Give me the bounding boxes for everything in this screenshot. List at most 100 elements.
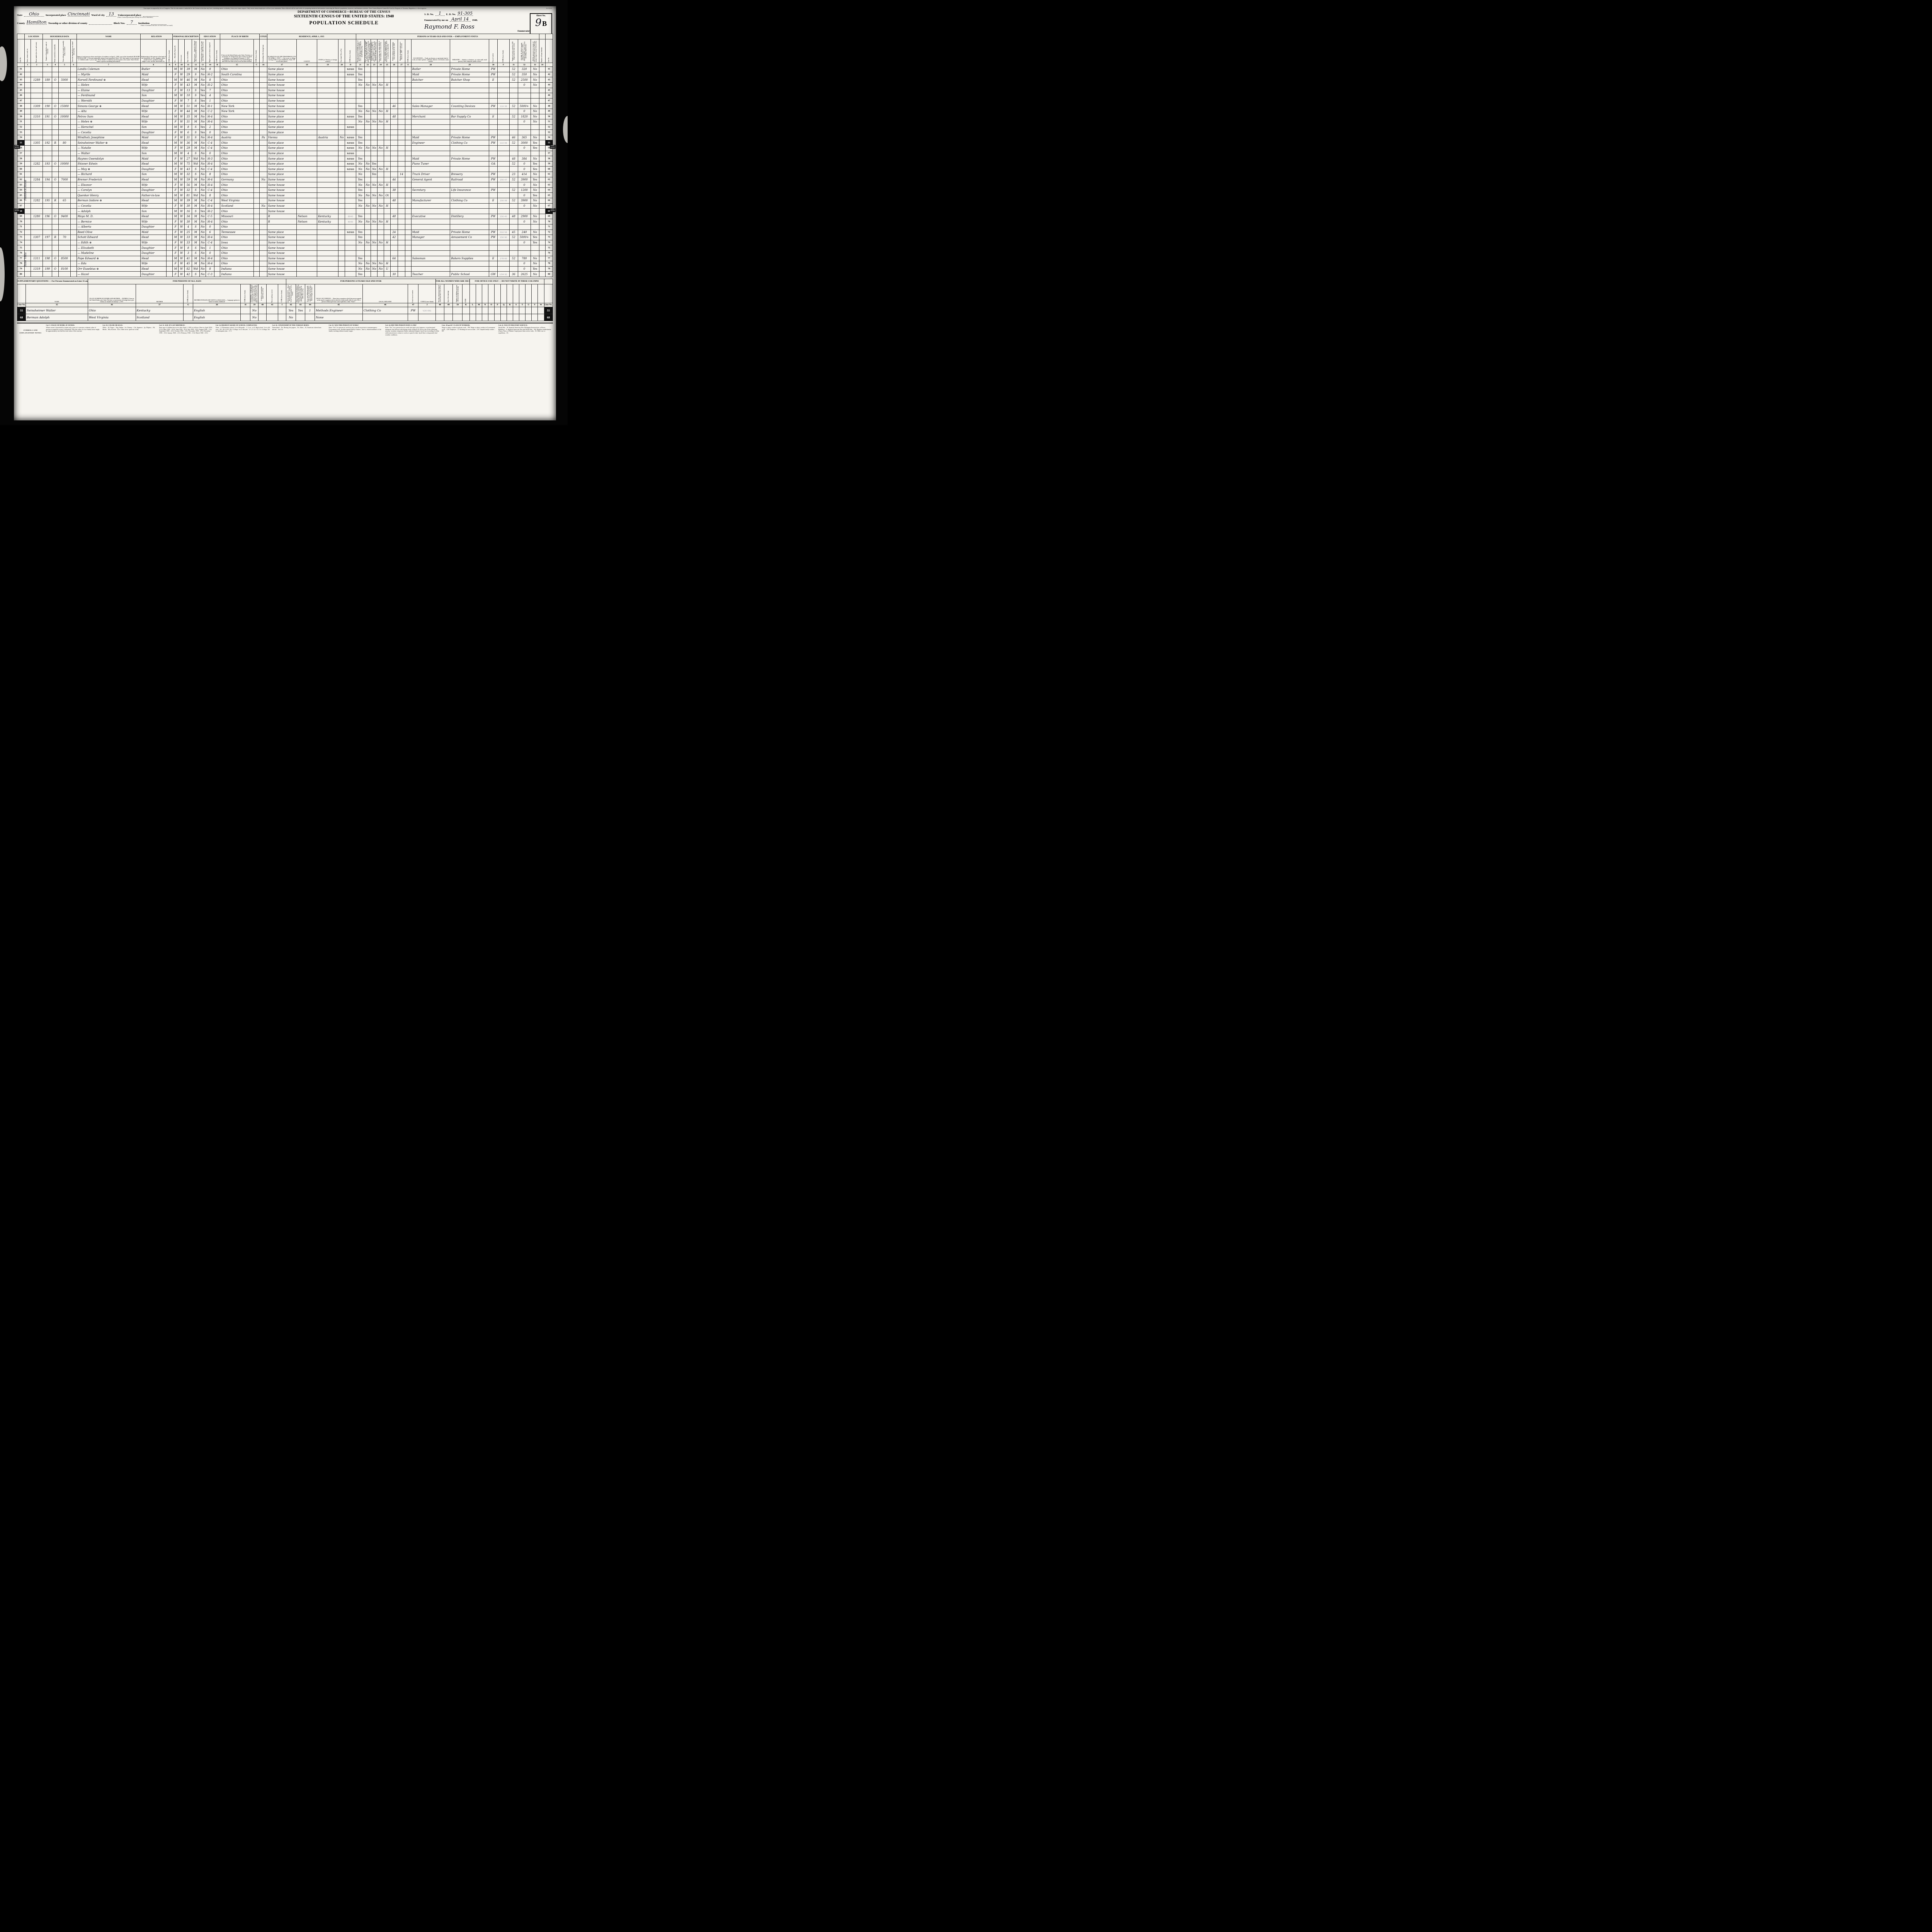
cell-in [450,245,490,251]
cell-w4: No [377,166,384,172]
cell-w2 [364,172,371,177]
cell-du [397,177,406,183]
cell-ag: 27 [184,156,192,162]
cell-vl: 7000 [58,177,71,183]
cell-v41 [266,313,278,321]
cell-st [24,219,31,224]
cell-o45: Methods Engineer [315,306,363,314]
cell-cc [253,103,260,109]
column-header-s44: If so, were deductions made from (1) all… [305,284,315,303]
cell-or: R [51,140,59,146]
cell-w3: No [371,266,378,272]
cell-vl [58,150,71,156]
cell-w5 [383,156,391,162]
cell-oV [531,306,538,314]
cell-ce [405,182,412,188]
cell-sc: No [199,150,206,156]
cell-w4 [377,172,384,177]
xoxo-stamp: XOXO [347,147,354,150]
cell-in [450,182,490,188]
cell-w5 [383,245,391,251]
cell-w3: No [371,192,378,199]
cell-mr: S [192,71,200,78]
cell-s42: No [286,313,296,321]
cell-m37: Scotland [135,313,184,321]
cell-lnr: 62 [545,177,553,183]
cell-w1: Yes [355,213,365,219]
cell-wk [509,150,518,156]
table-row: 57— Walter Son M W 4 S No 0 Ohio Same place XOXO 57 [17,150,553,156]
cell-st [24,87,31,94]
cell-lnr: 77 [545,255,553,262]
cell-ca [166,150,173,156]
cell-or: R [51,198,59,204]
cell-oc [411,266,451,272]
cell-mr: S [192,187,200,193]
institution-note: (Name of institution and lines on which … [141,25,173,27]
cell-rl: Son [140,172,167,177]
cell-lnr: 59 [545,161,553,167]
note-body: Where owner’s household occupies only a … [46,326,100,332]
cell-ot: No [531,103,539,109]
cell-or: O [51,114,59,120]
cell-sx: F [172,134,179,141]
cell-r1: Same place [267,140,297,146]
cell-du [397,208,406,214]
cell-hr: 64 [390,255,398,262]
cell-w5 [383,255,391,262]
cell-ct [259,235,267,240]
cell-ot [531,150,539,156]
block-label: Block Nos. [114,22,125,25]
cell-r2 [296,203,318,209]
cell-rc: W [178,134,185,141]
cell-ot: No [531,255,539,262]
cell-w3: No [371,240,378,246]
column-number-nm: 7 [76,63,141,67]
table-row: 78— Eda Wife F W 45 M No H-4 Ohio Same house No No N… [17,261,553,267]
table-row: 52— Herschel Son M W 8 S Yes 2 Ohio Same place XOX… [17,124,553,130]
cell-oc [411,245,451,251]
cell-cf: 178 60 [497,255,510,262]
cell-w2 [364,150,371,156]
cell-or: O [51,103,59,109]
cell-w4: No [377,119,384,125]
cell-hr [390,266,398,272]
cell-mr: Wd [192,156,200,162]
cell-ce [405,229,412,235]
cell-fs [539,245,546,251]
column-header-a49: Age at first marriage [444,284,453,303]
cell-oc: Piano Tuner [411,161,451,167]
cell-w2: No [364,266,371,272]
cell-w3 [371,245,378,251]
cell-fm [70,119,77,125]
cell-rl: Son [140,124,167,130]
cell-vl: 65 [58,198,71,204]
cell-ot: No [531,71,539,78]
cell-oc [411,129,451,135]
cell-sc: No [199,192,206,199]
cell-in [450,203,490,209]
cell-sx: F [172,87,179,94]
cell-fs [539,229,546,235]
cell-w1: Yes [355,187,365,193]
cell-cb [214,203,221,209]
cell-mr: M [192,198,200,204]
cell-r3 [317,198,339,204]
cell-w2 [364,229,371,235]
cell-hh [42,129,52,135]
table-row: 43 1289 189 O 5000 Norvell Ferdinand ⊗ Head M W 4… [17,77,553,83]
cell-cc [253,134,260,141]
cell-bp: Ohio [220,235,254,240]
cell-cc [253,213,260,219]
column-number-oO: O [488,303,495,307]
cell-hh [42,224,52,230]
cell-bp: Tennessee [220,229,254,235]
column-header-ot: Did this person receive income of $50 or… [531,39,539,63]
cell-ln: 41 [17,66,25,72]
cell-sc: No [199,213,206,219]
column-group: HOUSEHOLD DATA [42,34,77,40]
cell-rc: W [178,261,185,267]
cell-rl: Head [140,213,167,219]
note-block: Col. 11. AGE AT LAST BIRTHDAY: Enter age … [159,324,214,336]
cell-ct [259,108,267,114]
